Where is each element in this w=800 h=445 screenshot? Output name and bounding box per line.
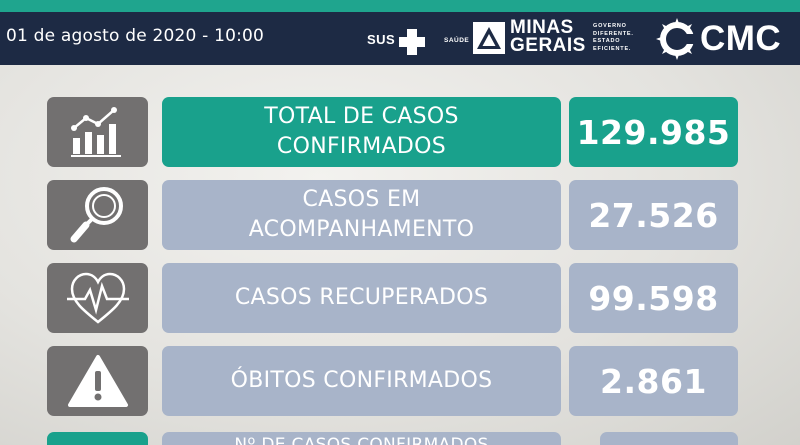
magnifier-icon [70,187,123,243]
cross-icon [399,29,425,55]
recovered-label-box: CASOS RECUPERADOS [162,263,561,333]
recovered-icon-box [47,263,148,333]
recovered-label: CASOS RECUPERADOS [234,285,489,310]
total-cases-icon-box [47,97,148,167]
gov-line3: ESTADO [593,38,621,45]
monitoring-value-box: 27.526 [569,180,738,250]
governo-slogan: GOVERNO DIFERENTE. ESTADO EFICIENTE. [593,23,634,53]
minas-gerais-wordmark: MINAS GERAIS [510,17,586,56]
mg-line2: GERAIS [510,35,586,56]
partial-row-value-box [600,432,738,445]
warning-icon [67,355,128,407]
monitoring-label: CASOS EM ACOMPANHAMENTO [248,187,475,242]
bar-chart-growth-icon [70,107,121,157]
compass-icon [656,18,696,60]
header-bar: 01 de agosto de 2020 - 10:00 SUS SAÚDE M… [0,12,800,65]
deaths-value-box: 2.861 [569,346,738,416]
bulletin-date: 01 de agosto de 2020 - 10:00 [6,26,265,46]
gov-line1: GOVERNO [593,23,627,29]
cmc-wordmark: CMC [700,19,782,58]
total-cases-value: 129.985 [576,112,731,152]
gov-line4: EFICIENTE. [593,45,632,52]
monitoring-icon-box [47,180,148,250]
saude-label: SAÚDE [444,37,470,44]
mg-line1: MINAS [510,17,574,38]
monitoring-value: 27.526 [588,195,719,235]
partial-row-label: Nº DE CASOS CONFIRMADOS [234,435,489,445]
gov-line2: DIFERENTE. [593,30,634,37]
deaths-label-box: ÓBITOS CONFIRMADOS [162,346,561,416]
total-cases-label: TOTAL DE CASOS CONFIRMADOS [264,104,459,159]
total-cases-value-box: 129.985 [569,97,738,167]
sus-logo-text: SUS [367,32,396,47]
recovered-value-box: 99.598 [569,263,738,333]
deaths-value: 2.861 [600,361,707,401]
deaths-icon-box [47,346,148,416]
monitoring-label-box: CASOS EM ACOMPANHAMENTO [162,180,561,250]
recovered-value: 99.598 [588,278,719,318]
partial-row-label-box: Nº DE CASOS CONFIRMADOS [162,432,561,445]
heart-pulse-icon [66,272,129,324]
top-accent-strip [0,0,800,12]
total-cases-label-box: TOTAL DE CASOS CONFIRMADOS [162,97,561,167]
minas-gerais-triangle-icon [473,22,505,54]
partial-row-icon-box [47,432,148,445]
deaths-label: ÓBITOS CONFIRMADOS [230,368,493,393]
